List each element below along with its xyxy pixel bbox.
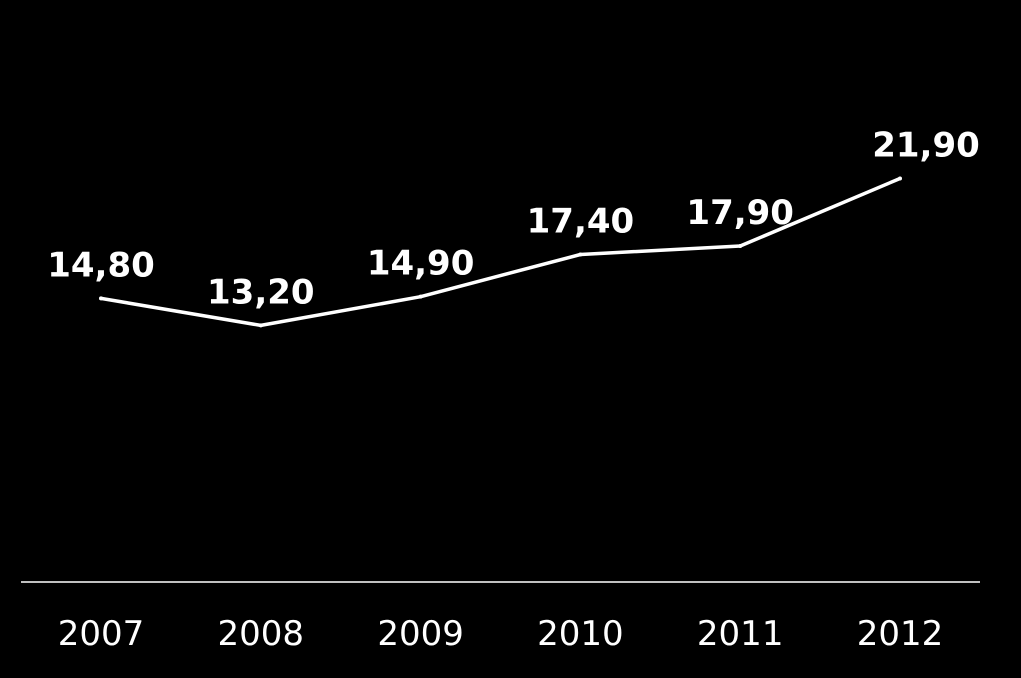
x-tick-label-2008: 2008 [218,614,305,654]
data-label-2009: 14,90 [367,244,475,284]
x-tick-label-2012: 2012 [857,614,944,654]
data-labels: 14,80 13,20 14,90 17,40 17,90 21,90 [47,126,980,313]
data-point-2010 [578,252,583,257]
data-label-2010: 17,40 [527,202,635,242]
data-point-2009 [418,294,423,299]
data-label-2011: 17,90 [686,193,794,233]
x-tick-labels: 2007 2008 2009 2010 2011 2012 [58,614,944,654]
data-label-2012: 21,90 [872,126,980,166]
series-layer [99,176,902,328]
data-point-2008 [258,323,263,328]
x-tick-label-2011: 2011 [697,614,784,654]
data-label-2008: 13,20 [207,272,315,312]
x-tick-label-2009: 2009 [377,614,464,654]
data-point-2011 [738,244,743,249]
data-point-2012 [898,176,902,181]
series-line [99,176,902,328]
data-label-2007: 14,80 [47,245,155,285]
data-point-2007 [99,296,103,301]
x-tick-label-2010: 2010 [537,614,624,654]
x-tick-label-2007: 2007 [58,614,145,654]
